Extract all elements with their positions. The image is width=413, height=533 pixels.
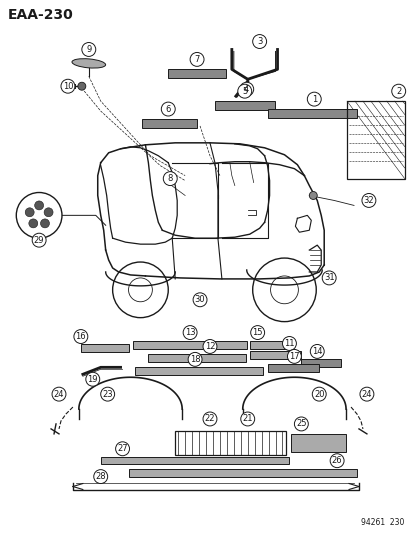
Circle shape [359, 387, 373, 401]
Text: 14: 14 [311, 347, 322, 356]
Circle shape [250, 326, 264, 340]
Text: 24: 24 [361, 390, 371, 399]
Text: 22: 22 [204, 415, 215, 424]
Circle shape [252, 35, 266, 49]
Bar [168, 69, 225, 78]
Text: 25: 25 [295, 419, 306, 429]
Bar [100, 457, 289, 464]
Text: 24: 24 [54, 390, 64, 399]
Circle shape [35, 201, 43, 210]
Circle shape [192, 293, 206, 306]
Circle shape [85, 372, 100, 386]
Bar [142, 119, 197, 128]
Text: 5: 5 [242, 87, 247, 96]
Text: 19: 19 [87, 375, 98, 384]
Circle shape [361, 193, 375, 207]
Circle shape [310, 344, 323, 358]
Bar [267, 109, 356, 118]
Bar [346, 101, 404, 179]
Text: 2: 2 [395, 87, 400, 96]
Text: 17: 17 [288, 352, 299, 361]
Bar [148, 354, 245, 362]
Circle shape [78, 82, 85, 90]
Bar [301, 359, 340, 367]
Text: 13: 13 [184, 328, 195, 337]
Circle shape [306, 92, 320, 106]
Circle shape [32, 233, 46, 247]
Ellipse shape [72, 59, 105, 68]
Text: 18: 18 [189, 355, 200, 364]
Text: 1: 1 [311, 95, 316, 103]
Circle shape [188, 352, 202, 366]
Circle shape [321, 271, 335, 285]
Text: 11: 11 [283, 339, 294, 348]
Circle shape [309, 191, 316, 199]
Bar [175, 431, 286, 455]
Bar [249, 351, 301, 359]
Circle shape [282, 336, 296, 350]
Circle shape [330, 454, 343, 467]
Circle shape [183, 326, 197, 340]
Text: 26: 26 [331, 456, 342, 465]
Text: 28: 28 [95, 472, 106, 481]
Bar [132, 342, 246, 350]
Circle shape [61, 79, 75, 93]
Text: 16: 16 [75, 332, 86, 341]
Text: 8: 8 [167, 174, 173, 183]
Circle shape [115, 442, 129, 456]
Circle shape [311, 387, 325, 401]
Text: 9: 9 [86, 45, 91, 54]
Bar [291, 434, 345, 452]
Bar [214, 101, 274, 110]
Text: 94261  230: 94261 230 [361, 518, 404, 527]
Circle shape [44, 208, 53, 217]
Circle shape [237, 84, 251, 98]
Text: 29: 29 [34, 236, 44, 245]
Circle shape [29, 219, 38, 228]
Circle shape [16, 192, 62, 238]
Circle shape [82, 43, 95, 56]
Bar [135, 367, 262, 375]
Bar [128, 469, 356, 477]
Circle shape [100, 387, 114, 401]
Circle shape [294, 417, 308, 431]
Circle shape [287, 350, 301, 364]
Text: 3: 3 [256, 37, 262, 46]
Circle shape [239, 82, 253, 96]
Text: 7: 7 [194, 55, 199, 64]
Circle shape [40, 219, 49, 228]
Circle shape [74, 329, 88, 343]
Text: 32: 32 [363, 196, 373, 205]
Circle shape [202, 412, 216, 426]
Bar [81, 344, 128, 352]
Text: 27: 27 [117, 445, 128, 453]
Text: 15: 15 [252, 328, 262, 337]
Circle shape [202, 340, 216, 353]
Text: 10: 10 [62, 82, 73, 91]
Circle shape [93, 470, 107, 483]
Text: 12: 12 [204, 342, 215, 351]
Circle shape [52, 387, 66, 401]
Text: 30: 30 [194, 295, 205, 304]
Text: 21: 21 [242, 415, 252, 424]
Bar [267, 365, 318, 372]
Text: EAA-230: EAA-230 [7, 8, 73, 22]
Text: 4: 4 [244, 85, 249, 94]
Circle shape [161, 102, 175, 116]
Text: 20: 20 [313, 390, 324, 399]
Circle shape [25, 208, 34, 217]
Circle shape [391, 84, 405, 98]
Text: 31: 31 [323, 273, 334, 282]
Text: 23: 23 [102, 390, 113, 399]
Bar [249, 342, 287, 350]
Circle shape [190, 52, 204, 66]
Text: 6: 6 [165, 104, 171, 114]
Circle shape [163, 172, 177, 185]
Circle shape [240, 412, 254, 426]
